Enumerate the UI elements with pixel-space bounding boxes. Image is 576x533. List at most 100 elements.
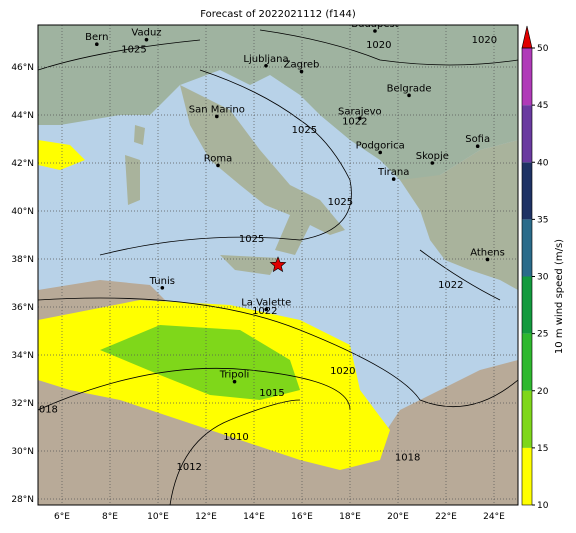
isobar-label: 1020 — [330, 366, 355, 377]
city-label: San Marino — [189, 104, 245, 115]
lon-tick-label: 14°E — [243, 512, 265, 522]
isobar-label: 1025 — [292, 125, 317, 136]
city-label: Tunis — [149, 276, 175, 287]
city-label: Roma — [204, 153, 233, 164]
city-label: Skopje — [416, 151, 449, 162]
lat-tick-label: 40°N — [11, 207, 34, 217]
lon-tick-label: 20°E — [387, 512, 409, 522]
colorbar-tick-label: 45 — [537, 101, 548, 111]
city-label: Podgorica — [356, 140, 405, 151]
city-label: Tripoli — [219, 370, 250, 381]
colorbar-segment — [522, 219, 532, 277]
isobar-label: 1010 — [223, 432, 248, 443]
colorbar-tick-label: 15 — [537, 444, 548, 454]
isobar-label: 1022 — [438, 280, 463, 291]
lon-tick-label: 16°E — [291, 512, 313, 522]
lat-tick-label: 36°N — [11, 303, 34, 313]
city-dot — [378, 150, 383, 155]
lon-tick-label: 12°E — [195, 512, 217, 522]
lon-tick-label: 6°E — [54, 512, 70, 522]
city-dot — [358, 116, 362, 121]
isobar-label: 1025 — [121, 45, 146, 56]
colorbar-segment — [522, 390, 532, 448]
colorbar-tick-label: 35 — [537, 215, 548, 225]
lat-tick-label: 44°N — [11, 111, 34, 121]
city-dot — [475, 144, 480, 148]
map-area: 1020 1020 1025 1025 1022 1025 1025 1022 1022 1020… — [32, 25, 518, 505]
city-label: Belgrade — [387, 83, 432, 94]
colorbar-label: 10 m wind speed (m/s) — [554, 239, 565, 354]
colorbar-tick-label: 10 — [537, 501, 549, 511]
lon-tick-label: 18°E — [339, 512, 361, 522]
lat-tick-label: 46°N — [11, 63, 34, 73]
city-label: Tirana — [377, 167, 409, 178]
map-title: Forecast of 2022021112 (f144) — [200, 9, 356, 20]
wind-shade-10 — [38, 140, 85, 170]
isobar-label: 1022 — [252, 306, 277, 317]
colorbar-tick-label: 50 — [537, 44, 549, 54]
isobar-label: 1025 — [328, 197, 353, 208]
colorbar-tick-label: 25 — [537, 330, 548, 340]
city-dot — [144, 37, 149, 42]
city-label: Zagreb — [284, 60, 320, 71]
lon-tick-label: 8°E — [102, 512, 118, 522]
lat-tick-label: 34°N — [11, 351, 34, 361]
lon-tick-label: 10°E — [147, 512, 169, 522]
colorbar-segment — [522, 276, 532, 334]
lon-tick-label: 24°E — [483, 512, 505, 522]
colorbar-segment — [522, 162, 532, 220]
colorbar-segment — [522, 48, 532, 106]
city-label: Vaduz — [131, 28, 161, 39]
lat-tick-label: 38°N — [11, 255, 34, 265]
lat-tick-label: 30°N — [11, 447, 34, 457]
italy — [180, 85, 345, 255]
lat-tick-label: 32°N — [11, 399, 34, 409]
isobar-label: 1020 — [366, 40, 391, 51]
city-dot — [95, 42, 99, 46]
lat-tick-label: 42°N — [11, 159, 34, 169]
isobar-label: 1012 — [176, 462, 201, 473]
city-dot — [216, 163, 220, 168]
lon-tick-label: 22°E — [435, 512, 457, 522]
city-label: Ljubljana — [243, 54, 288, 65]
city-dot — [264, 64, 268, 68]
event-marker — [269, 256, 287, 273]
balkans — [400, 140, 518, 290]
city-dot — [391, 177, 396, 181]
city-label: Athens — [470, 247, 505, 258]
city-dot — [232, 379, 237, 384]
lat-tick-label: 28°N — [11, 495, 34, 505]
colorbar-segment — [522, 333, 532, 391]
city-label: Sofia — [465, 134, 490, 145]
city-dot — [264, 307, 269, 312]
city-dot — [373, 29, 377, 33]
wind-shade-15 — [100, 325, 300, 400]
isobar-label: 1022 — [342, 117, 367, 128]
city-label: Sarajevo — [338, 106, 382, 117]
sicily — [220, 255, 280, 275]
isobar-label: 1015 — [259, 388, 284, 399]
city-dot — [485, 257, 490, 262]
city-label: La Valette — [241, 297, 291, 308]
europe-land — [38, 25, 518, 200]
city-dot — [299, 69, 304, 74]
islands — [125, 125, 145, 205]
isobar-label: 1020 — [472, 35, 497, 46]
city-dot — [430, 161, 435, 165]
city-dot — [407, 93, 411, 98]
isobar-label: 1018 — [32, 405, 57, 416]
isobar-label: 1025 — [239, 234, 264, 245]
colorbar-extend — [521, 25, 533, 49]
colorbar-tick-label: 40 — [537, 158, 549, 168]
map-frame — [37, 24, 519, 506]
city-dot — [160, 286, 165, 290]
city-dot — [215, 114, 219, 119]
colorbar-tick-label: 30 — [537, 273, 549, 283]
isobars — [38, 29, 518, 505]
isobar-label: 1018 — [395, 453, 420, 464]
colorbar-tick-label: 20 — [537, 387, 549, 397]
colorbar-segment — [522, 105, 532, 163]
city-label: Bern — [85, 32, 108, 43]
colorbar-segment — [522, 447, 532, 505]
